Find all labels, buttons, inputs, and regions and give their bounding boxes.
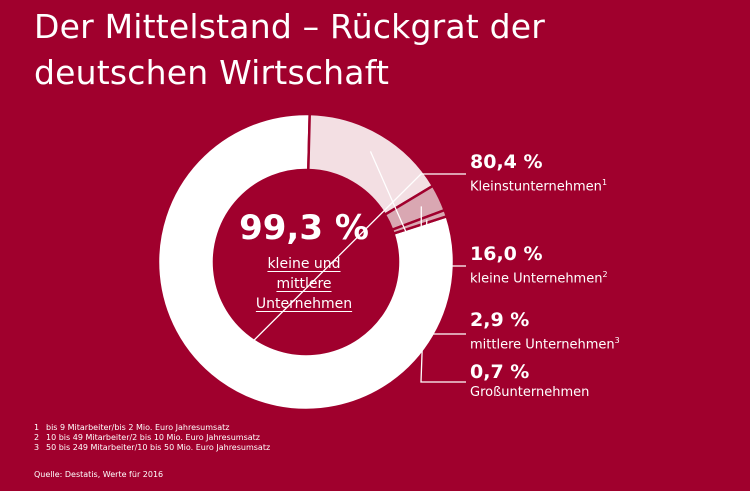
donut-segment-1 — [156, 112, 456, 412]
center-value: 99,3 % — [239, 208, 369, 248]
donut-segment-4 — [390, 208, 449, 236]
leader-line-4 — [420, 219, 466, 383]
donut-segments — [156, 112, 456, 412]
donut-center: 99,3 % kleine und mittlere Unternehmen — [234, 208, 374, 314]
legend-item-kleine-unternehmen: 16,0 % kleine Unternehmen2 — [470, 242, 608, 288]
center-label-line-3: Unternehmen — [255, 296, 353, 312]
footnote-3: 3 50 bis 249 Mitarbeiter/10 bis 50 Mio. E… — [34, 443, 271, 452]
legend-label: Kleinstunternehmen1 — [470, 178, 608, 195]
legend-value: 2,9 % — [470, 309, 530, 331]
footnotes: 1 bis 9 Mitarbeiter/bis 2 Mio. Euro Jahre… — [34, 423, 270, 453]
source-note: Quelle: Destatis, Werte für 2016 — [34, 470, 164, 479]
legend-value: 0,7 % — [470, 361, 530, 383]
leader-lines — [229, 151, 466, 383]
center-label-line-2: mittlere — [276, 276, 332, 292]
legend-label: kleine Unternehmen2 — [470, 270, 608, 287]
legend-item-grossunternehmen: 0,7 % Großunternehmen — [470, 360, 589, 402]
center-label-line-1: kleine und — [267, 256, 341, 272]
legend-item-kleinstunternehmen: 80,4 % Kleinstunternehmen1 — [470, 150, 607, 196]
legend-label: Großunternehmen — [470, 385, 590, 400]
donut-hole — [215, 171, 397, 353]
footnote-2: 2 10 bis 49 Mitarbeiter/2 bis 10 Mio. Eur… — [34, 433, 260, 442]
legend-value: 16,0 % — [470, 243, 543, 265]
footnote-1: 1 bis 9 Mitarbeiter/bis 2 Mio. Euro Jahre… — [34, 423, 230, 432]
title-line-2: deutschen Wirtschaft — [34, 53, 390, 92]
leader-line-1 — [229, 173, 466, 366]
leader-line-3 — [420, 206, 466, 335]
legend-label: mittlere Unternehmen3 — [470, 336, 620, 353]
page-title: Der Mittelstand – Rückgrat der deutschen… — [34, 4, 714, 96]
title-line-1: Der Mittelstand – Rückgrat der — [34, 7, 546, 46]
center-label: kleine und mittlere Unternehmen — [234, 254, 374, 314]
legend-value: 80,4 % — [470, 151, 543, 173]
legend-item-mittlere-unternehmen: 2,9 % mittlere Unternehmen3 — [470, 308, 620, 354]
